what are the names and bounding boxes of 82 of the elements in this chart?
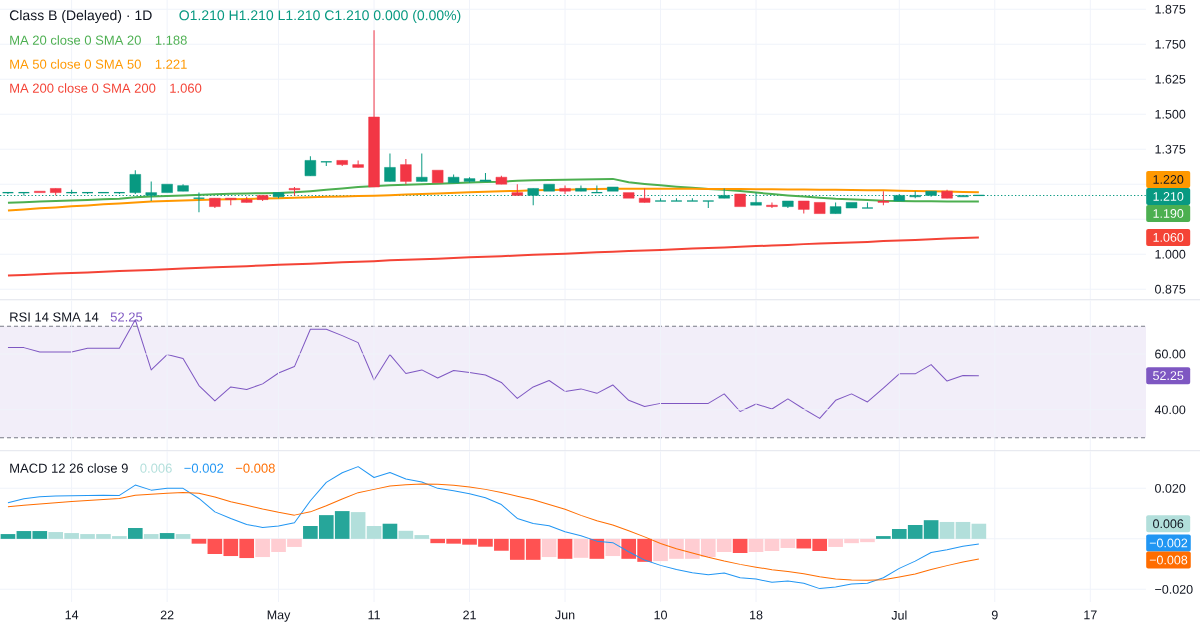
- candlestick: [766, 201, 778, 209]
- bar: [748, 538, 764, 552]
- bar: [557, 538, 573, 559]
- x-tick-label: Jun: [555, 610, 575, 620]
- bar: [971, 523, 987, 539]
- candlestick: [559, 185, 571, 195]
- candlestick: [384, 152, 396, 182]
- bar: [541, 538, 557, 558]
- y-tick-label: 1.750: [1155, 39, 1186, 49]
- y-tick-label: 1.375: [1155, 144, 1186, 154]
- bar: [159, 533, 175, 539]
- bar: [732, 538, 748, 554]
- y-tick-label: 0.875: [1155, 284, 1186, 294]
- text: MA 200 close 0 SMA 200: [10, 83, 156, 93]
- bar: [127, 528, 143, 539]
- bar: [764, 538, 780, 551]
- ref-line-label: 1.210: [1153, 192, 1184, 201]
- text: RSI 14 SMA 14: [10, 312, 99, 322]
- x-tick-label: 14: [65, 610, 79, 620]
- x-tick-label: 21: [463, 610, 476, 620]
- x-tick-label: Jul: [891, 610, 907, 620]
- text: −0.008: [1149, 555, 1188, 565]
- annotation: 1.221: [155, 59, 187, 69]
- bar: [175, 534, 191, 539]
- candlestick: [400, 158, 412, 185]
- candlestick: [304, 155, 317, 177]
- annotation: 1.188: [155, 35, 187, 45]
- candlestick: [416, 152, 428, 182]
- y-tick-label: −0.020: [1155, 584, 1193, 594]
- text: 1.190: [1153, 209, 1184, 218]
- y-tick-label: 1.500: [1155, 109, 1186, 119]
- bar: [939, 521, 955, 539]
- bar: [589, 538, 605, 559]
- x-tick-label: May: [267, 610, 291, 622]
- text: MACD 12 26 close 9: [10, 463, 128, 473]
- text: MA 20 close 0 SMA 20: [10, 35, 141, 45]
- bar: [382, 523, 398, 539]
- text: 1.060: [1153, 232, 1184, 242]
- candlestick: [352, 159, 364, 168]
- annotation: 1.060: [170, 83, 202, 93]
- x-tick-label: 11: [368, 610, 380, 620]
- bar: [573, 538, 589, 558]
- bar: [143, 534, 159, 539]
- candlestick: [432, 169, 444, 184]
- y-tick-label: 0.020: [1155, 483, 1186, 493]
- annotation: 52.25: [110, 312, 143, 322]
- bar: [0, 534, 16, 539]
- x-tick-label: 22: [160, 610, 174, 620]
- candlestick: [814, 202, 826, 214]
- bar: [955, 521, 971, 539]
- bar: [191, 538, 207, 544]
- x-tick-label: 18: [750, 610, 763, 620]
- y-tick-label: 40.00: [1154, 405, 1186, 415]
- text: 52.25: [1153, 371, 1184, 381]
- annotation: −0.008: [235, 463, 275, 473]
- y-tick-label: 1.000: [1155, 249, 1186, 259]
- annotation: 0.006: [140, 463, 172, 473]
- candlestick: [34, 190, 46, 193]
- bar: [605, 538, 621, 557]
- x-tick-label: 10: [654, 610, 667, 620]
- bar: [780, 538, 796, 548]
- text: 0.006: [1153, 519, 1184, 529]
- text: O1.210 H1.210 L1.210 C1.210 0.000 (0.00%): [179, 9, 461, 24]
- candlestick: [845, 202, 858, 209]
- text: Class B (Delayed) · 1D: [9, 9, 152, 24]
- text: MA 50 close 0 SMA 50: [10, 59, 141, 69]
- candlestick: [734, 193, 746, 207]
- candlestick: [607, 186, 619, 192]
- candlestick: [543, 183, 555, 192]
- bar: [366, 525, 382, 539]
- y-tick-label: 1.625: [1155, 74, 1186, 84]
- bar: [350, 512, 366, 539]
- annotation: −0.002: [184, 463, 224, 473]
- candlestick: [129, 169, 141, 195]
- text: 1.220: [1153, 175, 1184, 184]
- candlestick: [161, 183, 173, 193]
- candlestick: [623, 192, 635, 199]
- x-tick-label: 17: [1084, 610, 1097, 620]
- text: −0.002: [1149, 538, 1188, 548]
- x-tick-label: 9: [991, 610, 998, 620]
- y-tick-label: 1.875: [1155, 4, 1186, 14]
- y-tick-label: 60.00: [1155, 349, 1186, 359]
